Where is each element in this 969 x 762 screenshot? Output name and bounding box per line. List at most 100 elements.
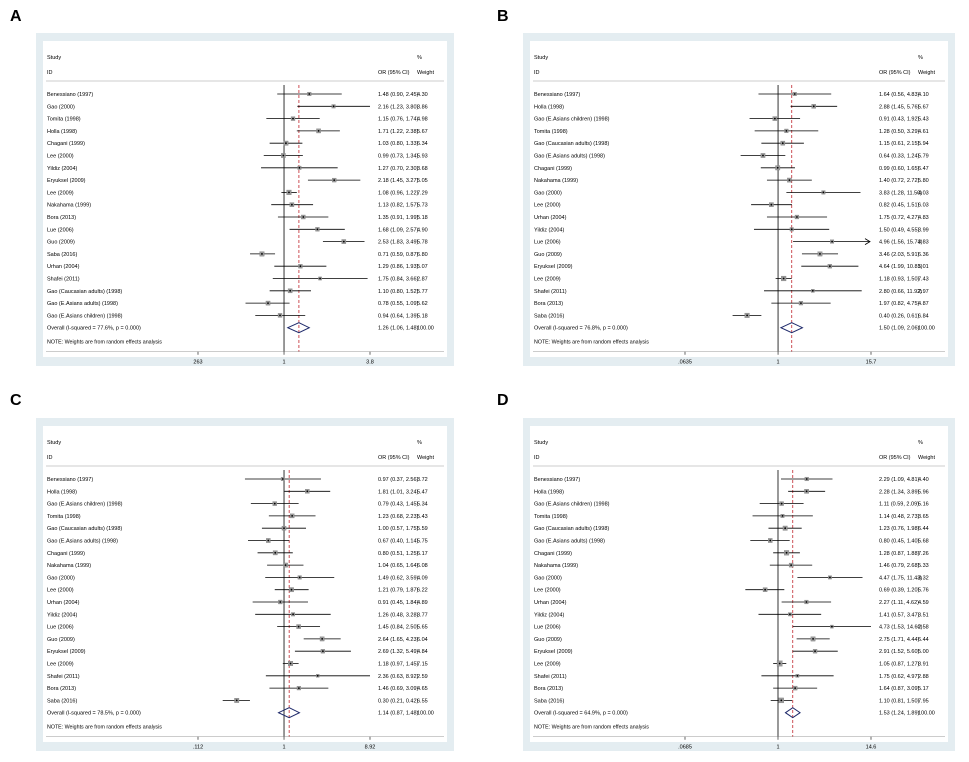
study-weight: 4.09: [417, 575, 428, 581]
study-label: Urhan (2004): [47, 264, 80, 270]
study-weight: 6.44: [918, 637, 929, 643]
study-or-ci: 1.23 (0.68, 2.23): [378, 514, 419, 520]
study-weight: 4.84: [417, 649, 428, 655]
study-label: Tomita (1998): [47, 117, 81, 123]
overall-diamond: [277, 707, 301, 719]
study-or-ci: 2.64 (1.65, 4.23): [378, 637, 419, 643]
study-label: Saba (2016): [47, 698, 77, 704]
study-or-ci: 1.75 (0.62, 4.97): [879, 674, 920, 680]
study-weight: 5.93: [417, 154, 428, 160]
study-or-ci: 2.36 (0.63, 8.92): [378, 674, 419, 680]
study-or-ci: 0.67 (0.40, 1.14): [378, 539, 419, 545]
study-point-estimate: [769, 539, 772, 542]
study-label: Gao (2000): [47, 104, 75, 110]
study-weight: 5.43: [918, 117, 929, 123]
study-point-estimate: [261, 253, 263, 255]
study-label: Saba (2016): [47, 252, 77, 258]
study-weight: 4.40: [918, 477, 929, 483]
study-point-estimate: [790, 564, 793, 566]
study-weight: 5.43: [417, 514, 428, 520]
study-label: Urhan (2004): [534, 215, 567, 221]
overall-or-ci: 1.50 (1.09, 2.06): [879, 326, 920, 332]
study-or-ci: 2.69 (1.32, 5.49): [378, 649, 419, 655]
study-weight: 5.67: [417, 129, 428, 135]
x-axis-tick-label: .0685: [678, 745, 692, 751]
study-weight: 5.47: [417, 489, 428, 495]
header-id: ID: [47, 70, 53, 76]
study-weight: 5.59: [417, 526, 428, 532]
study-weight: 5.79: [918, 154, 929, 160]
study-or-ci: 1.10 (0.80, 1.52): [378, 289, 419, 295]
x-axis-tick-label: 14.6: [866, 745, 877, 751]
study-point-estimate: [790, 228, 793, 231]
study-weight: 2.97: [918, 289, 929, 295]
study-or-ci: 0.79 (0.43, 1.45): [378, 502, 419, 508]
study-weight: 5.16: [918, 502, 929, 508]
study-weight: 5.94: [918, 141, 929, 147]
study-weight: 6.04: [417, 637, 428, 643]
study-label: Shafei (2011): [534, 289, 567, 295]
study-point-estimate: [764, 588, 767, 591]
study-label: Urhan (2004): [47, 600, 80, 606]
study-or-ci: 0.40 (0.26, 0.61): [879, 313, 920, 319]
overall-diamond: [779, 322, 804, 334]
study-point-estimate: [781, 142, 784, 145]
header-percent: %: [918, 440, 923, 446]
study-label: Yildiz (2004): [534, 612, 565, 618]
study-point-estimate: [800, 302, 802, 304]
study-label: Gao (2000): [534, 190, 562, 196]
study-label: Saba (2016): [534, 313, 564, 319]
study-or-ci: 1.15 (0.61, 2.15): [879, 141, 920, 147]
study-weight: 5.78: [417, 240, 428, 246]
overall-label: Overall (I-squared = 64.9%, p = 0.000): [534, 711, 628, 717]
study-or-ci: 1.13 (0.82, 1.57): [378, 203, 419, 209]
study-point-estimate: [785, 130, 788, 132]
study-or-ci: 1.27 (0.70, 2.30): [378, 166, 419, 172]
study-point-estimate: [273, 502, 276, 505]
study-label: Gao (Caucasian adults) (1998): [47, 289, 122, 295]
study-or-ci: 2.75 (1.71, 4.44): [879, 637, 920, 643]
study-weight: 5.01: [918, 264, 929, 270]
study-point-estimate: [299, 265, 302, 268]
study-weight: 4.59: [918, 600, 929, 606]
study-point-estimate: [829, 576, 831, 579]
study-label: Lee (2000): [47, 154, 74, 160]
forest-plot-b: Study ID OR (95% CI)% Weight Benessiano (199…: [523, 33, 955, 366]
study-label: Gao (E.Asians adults) (1998): [47, 301, 118, 307]
study-label: Holla (1998): [534, 489, 564, 495]
study-label: Eryuksel (2009): [534, 264, 573, 270]
study-point-estimate: [333, 179, 336, 182]
study-point-estimate: [289, 289, 292, 292]
study-or-ci: 2.29 (1.09, 4.81): [879, 477, 920, 483]
study-or-ci: 0.99 (0.60, 1.65): [879, 166, 920, 172]
study-weight: 3.99: [918, 227, 929, 233]
study-or-ci: 2.28 (1.34, 3.89): [879, 489, 920, 495]
study-point-estimate: [290, 203, 293, 206]
study-weight: 4.98: [417, 117, 428, 123]
study-point-estimate: [770, 203, 773, 206]
header-weight: Weight: [417, 70, 434, 76]
study-or-ci: 1.11 (0.59, 2.09): [879, 502, 919, 508]
study-or-ci: 4.73 (1.53, 14.60): [879, 625, 923, 631]
study-label: Lue (2006): [47, 227, 74, 233]
panel-letter-a: A: [10, 8, 22, 25]
study-label: Gao (E.Asians children) (1998): [47, 313, 123, 319]
study-point-estimate: [292, 117, 294, 120]
study-label: Guo (2009): [47, 637, 75, 643]
study-or-ci: 0.94 (0.64, 1.39): [378, 313, 419, 319]
study-or-ci: 1.75 (0.72, 4.27): [879, 215, 920, 221]
study-point-estimate: [291, 515, 294, 517]
forest-plot-d: Study ID OR (95% CI)% Weight Benessiano (199…: [523, 418, 955, 751]
study-point-estimate: [789, 613, 791, 616]
overall-weight: 100.00: [918, 711, 935, 717]
study-point-estimate: [281, 478, 284, 480]
study-label: Lee (2009): [47, 662, 74, 668]
study-label: Gao (E.Asians adults) (1998): [534, 154, 605, 160]
study-weight: 2.58: [918, 625, 929, 631]
study-label: Gao (E.Asians adults) (1998): [47, 539, 118, 545]
study-or-ci: 1.75 (0.84, 3.66): [378, 277, 419, 283]
study-or-ci: 1.45 (0.84, 2.50): [378, 625, 419, 631]
study-or-ci: 0.78 (0.55, 1.09): [378, 301, 419, 307]
study-point-estimate: [828, 265, 831, 268]
header-study: Study: [47, 55, 61, 61]
